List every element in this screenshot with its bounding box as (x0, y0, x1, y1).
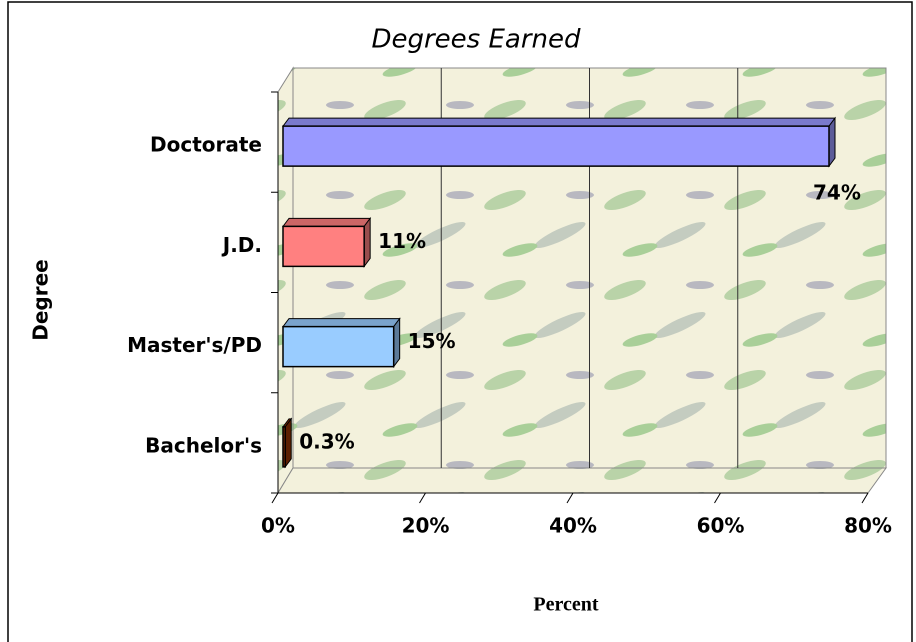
y-tick-label: Bachelor's (145, 433, 262, 457)
bar-side (363, 216, 371, 268)
y-tick-label: Master's/PD (127, 333, 262, 357)
x-tick-mark (419, 492, 426, 504)
bar (282, 125, 830, 167)
x-tick-label: 60% (697, 514, 745, 538)
bar-top (282, 217, 372, 227)
x-tick-mark (714, 492, 721, 504)
bar (282, 225, 365, 268)
y-tick-label: Doctorate (150, 133, 262, 157)
data-label: 74% (813, 181, 861, 205)
frame (7, 1, 913, 642)
data-label: 11% (378, 229, 426, 253)
x-tick-label: 80% (844, 514, 892, 538)
x-tick-mark (271, 492, 279, 504)
x-tick-label: 40% (549, 514, 597, 538)
x-tick-mark (861, 492, 869, 504)
y-axis-label: Degree (29, 259, 53, 340)
data-label: 0.3% (299, 429, 354, 453)
x-tick-mark (566, 492, 574, 504)
floor (277, 467, 887, 494)
bar-side (284, 417, 292, 469)
bar (282, 325, 395, 368)
x-axis-label: Percent (533, 594, 598, 616)
data-label: 15% (408, 329, 456, 353)
y-tick-label: J.D. (221, 233, 262, 257)
bar (282, 426, 286, 468)
bar-top (282, 318, 401, 328)
chart-title: Degrees Earned (371, 25, 581, 55)
bar-side (393, 317, 401, 369)
bar-side (828, 116, 836, 168)
x-tick-label: 0% (261, 514, 295, 538)
bar-top (282, 117, 836, 127)
x-tick-label: 20% (402, 514, 450, 538)
